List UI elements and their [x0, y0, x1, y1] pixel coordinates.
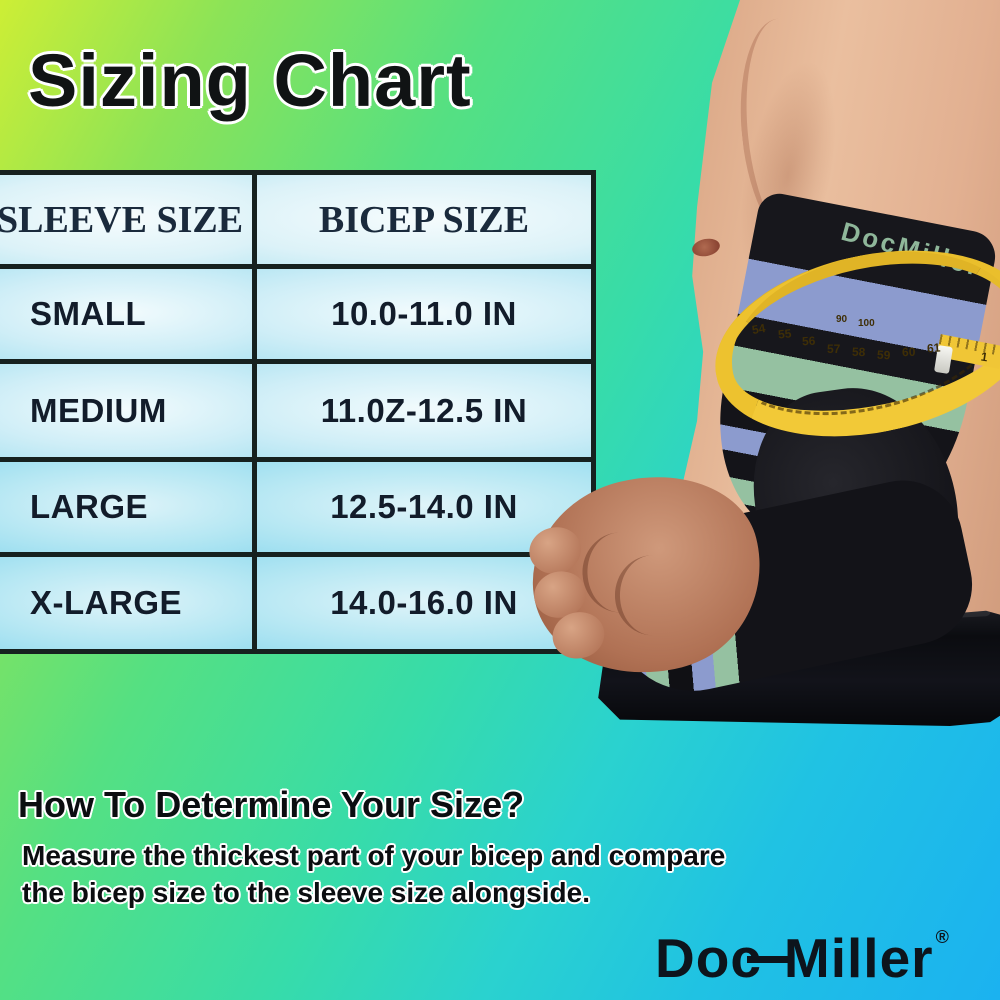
table-cell-bicep-medium: 11.0Z-12.5 IN — [257, 364, 591, 457]
table-cell-bicep-small: 10.0-11.0 IN — [257, 269, 591, 359]
brand-part1: Doc — [655, 927, 762, 989]
tape-number-upper: 90 — [836, 314, 848, 325]
brand-part2: Miller — [783, 927, 934, 989]
table-header-bicep-size: BICEP SIZE — [257, 175, 591, 264]
tape-number: 57 — [827, 342, 841, 356]
registered-trademark-icon: ® — [935, 927, 950, 947]
tape-number: 60 — [901, 344, 916, 360]
table-cell-sleeve-small: SMALL — [0, 269, 252, 359]
tape-number: 59 — [876, 347, 891, 363]
howto-body: Measure the thickest part of your bicep … — [22, 840, 726, 908]
tape-number-upper: 100 — [858, 318, 875, 329]
table-cell-sleeve-xlarge: X-LARGE — [0, 557, 252, 649]
howto-heading: How To Determine Your Size? — [18, 784, 525, 825]
sizing-table: SLEEVE SIZE BICEP SIZE SMALL 10.0-11.0 I… — [0, 170, 596, 654]
tape-number: 55 — [777, 326, 793, 342]
tape-number: 58 — [851, 344, 866, 360]
table-header-sleeve-size: SLEEVE SIZE — [0, 175, 252, 264]
tape-number: 56 — [801, 333, 816, 349]
page-title: Sizing Chart — [28, 39, 472, 122]
tape-number: 54 — [750, 320, 767, 338]
table-cell-sleeve-medium: MEDIUM — [0, 364, 252, 457]
table-cell-sleeve-large: LARGE — [0, 462, 252, 552]
finger-crease — [614, 555, 690, 636]
tape-number: 61 — [926, 340, 941, 356]
brand-dash-connector — [746, 955, 791, 963]
brand-logo: Doc Miller ® — [655, 926, 950, 990]
